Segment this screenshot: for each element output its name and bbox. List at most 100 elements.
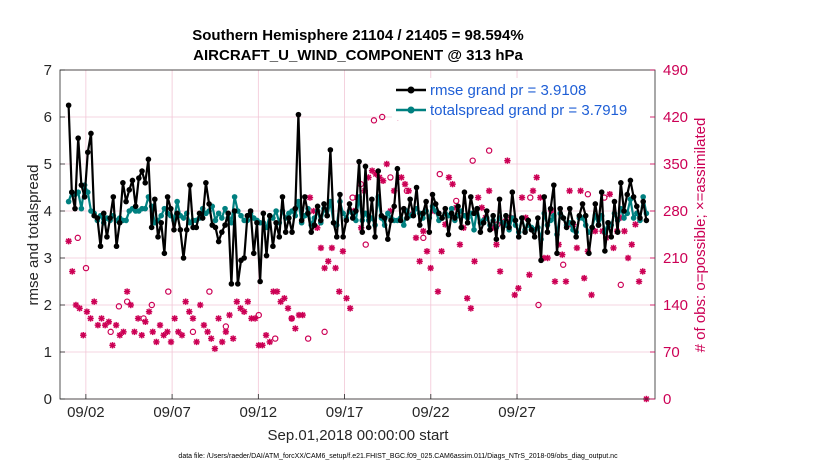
rmse-point <box>193 224 200 231</box>
obs-assimilated-marker <box>204 328 211 336</box>
obs-assimilated-marker <box>200 321 208 329</box>
obs-assimilated-marker <box>273 288 281 295</box>
obs-assimilated-marker <box>639 268 646 275</box>
obs-assimilated-marker <box>127 301 134 309</box>
y-left-axis-ticks: 0 1 2 3 4 5 6 7 <box>44 62 65 408</box>
rmse-point <box>65 102 72 109</box>
rmse-point <box>257 278 263 285</box>
rmse-point <box>624 191 631 198</box>
obs-assimilated-marker <box>438 248 445 255</box>
rmse-point <box>78 182 85 188</box>
rmse-point <box>241 255 247 261</box>
rmse-point <box>551 182 557 188</box>
rmse-point <box>608 234 615 240</box>
obs-assimilated-marker <box>427 264 434 272</box>
rmse-point <box>618 180 624 186</box>
totalspread-point <box>471 227 477 233</box>
obs-assimilated-marker <box>624 254 632 262</box>
rmse-point <box>416 222 423 228</box>
obs-assimilated-marker <box>109 342 116 349</box>
rmse-point <box>515 234 522 240</box>
rmse-point <box>97 243 104 250</box>
rmse-point <box>483 208 490 214</box>
obs-assimilated-marker <box>91 298 98 305</box>
rmse-point <box>183 227 190 233</box>
totalspread-point <box>212 217 219 224</box>
obs-assimilated-marker <box>544 254 551 262</box>
totalspread-point <box>621 215 627 221</box>
plot-frame <box>59 69 656 400</box>
rmse-point <box>512 217 519 224</box>
rmse-point <box>458 224 465 231</box>
rmse-point <box>333 234 340 240</box>
rmse-point <box>643 217 650 224</box>
rmse-point <box>487 227 493 233</box>
obs-assimilated-marker <box>628 241 635 248</box>
rmse-point <box>247 208 254 214</box>
rmse-point <box>270 243 276 250</box>
rmse-point <box>107 215 113 221</box>
obs-possible-marker <box>362 241 369 248</box>
obs-assimilated-marker <box>398 174 405 181</box>
obs-assimilated-marker <box>332 264 339 272</box>
totalspread-point <box>630 215 637 221</box>
totalspread-point <box>78 205 85 212</box>
obs-assimilated-marker <box>420 227 427 235</box>
totalspread-point <box>448 205 455 212</box>
y-left-tick-label: 4 <box>44 203 52 220</box>
x-tick-label: 09/12 <box>240 404 278 421</box>
obs-possible-marker <box>165 288 172 295</box>
rmse-point <box>547 205 554 212</box>
rmse-point <box>273 219 279 226</box>
rmse-point <box>145 156 152 163</box>
totalspread-point <box>273 208 279 214</box>
rmse-point <box>506 224 512 231</box>
obs-assimilated-marker <box>573 244 581 252</box>
obs-possible-marker <box>288 315 295 322</box>
rmse-point <box>490 212 496 219</box>
obs-assimilated-marker <box>299 311 306 319</box>
rmse-point <box>250 250 257 257</box>
obs-possible-marker <box>206 288 213 295</box>
obs-assimilated-marker <box>559 251 566 258</box>
rmse-point <box>88 130 94 137</box>
rmse-point <box>164 194 171 200</box>
obs-assimilated-marker <box>562 278 570 285</box>
rmse-point <box>196 210 203 217</box>
x-axis-ticks: 09/02 09/07 09/12 09/17 09/22 09/27 <box>67 394 536 421</box>
rmse-point <box>244 212 251 219</box>
rmse-point <box>423 198 429 205</box>
totalspread-point <box>640 194 646 200</box>
obs-assimilated-marker <box>621 227 628 235</box>
rmse-point <box>263 252 270 259</box>
rmse-point <box>627 177 634 184</box>
obs-assimilated-marker <box>134 315 142 322</box>
obs-assimilated-marker <box>610 244 617 252</box>
obs-assimilated-marker <box>346 305 354 312</box>
totalspread-point <box>238 212 244 219</box>
rmse-point <box>448 210 455 217</box>
obs-assimilated-marker <box>284 305 292 312</box>
rmse-point <box>391 203 398 210</box>
obs-assimilated-marker <box>581 274 588 282</box>
rmse-point <box>123 198 129 205</box>
rmse-point <box>586 250 592 257</box>
rmse-point <box>152 196 158 203</box>
rmse-point <box>234 281 241 287</box>
rmse-point <box>522 229 528 235</box>
obs-assimilated-marker <box>292 325 299 332</box>
rmse-point <box>563 224 570 231</box>
obs-assimilated-marker <box>175 328 182 336</box>
rmse-point <box>337 191 343 198</box>
obs-assimilated-marker <box>325 258 332 265</box>
rmse-point <box>614 229 621 235</box>
rmse-point <box>413 184 420 191</box>
obs-possible-marker <box>82 264 90 272</box>
rmse-point <box>132 203 139 210</box>
rmse-point <box>171 227 177 233</box>
rmse-point <box>206 201 212 207</box>
y-left-tick-label: 7 <box>44 62 52 79</box>
obs-possible-marker <box>349 194 356 201</box>
obs-assimilated-marker <box>504 157 511 164</box>
obs-assimilated-marker <box>336 288 343 295</box>
